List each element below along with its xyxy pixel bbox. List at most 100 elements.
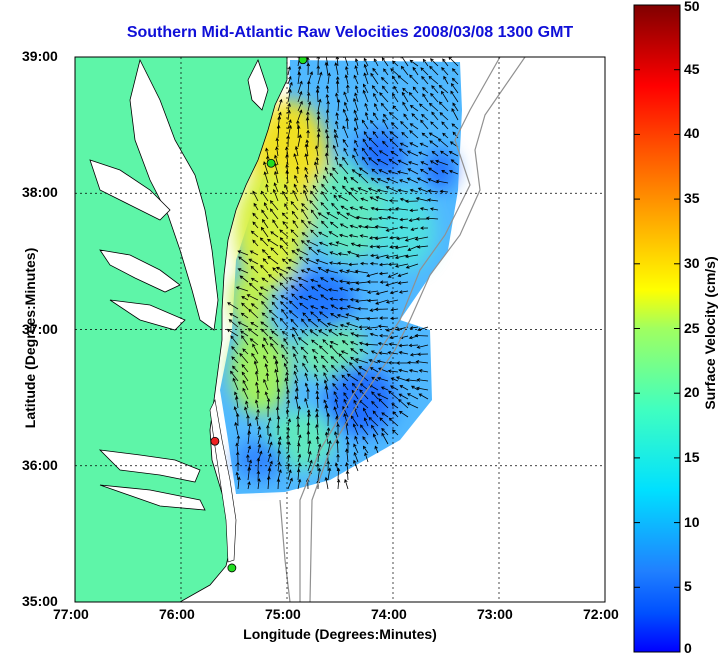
velocity-arrow <box>435 179 449 184</box>
velocity-arrow <box>419 168 429 175</box>
velocity-arrow <box>229 370 239 382</box>
velocity-arrow <box>246 414 250 426</box>
velocity-arrow <box>229 313 239 319</box>
velocity-arrow <box>249 338 259 346</box>
velocity-arrow <box>346 212 359 220</box>
velocity-arrow <box>343 101 349 112</box>
velocity-arrow <box>334 62 339 76</box>
velocity-arrow <box>343 147 349 157</box>
velocity-arrow <box>421 113 429 121</box>
velocity-arrow <box>318 329 329 337</box>
velocity-arrow <box>264 391 269 400</box>
station-3-marker <box>210 436 220 446</box>
velocity-arrow <box>324 476 329 490</box>
velocity-arrow <box>275 137 280 148</box>
velocity-arrow <box>438 84 449 94</box>
velocity-arrow <box>353 126 359 139</box>
velocity-arrow <box>338 233 349 238</box>
velocity-arrow <box>306 430 311 445</box>
velocity-arrow <box>345 462 349 472</box>
velocity-arrow <box>241 296 249 301</box>
velocity-arrow <box>303 189 309 202</box>
velocity-arrow <box>277 461 281 472</box>
velocity-arrow <box>246 454 250 463</box>
velocity-arrow <box>274 170 279 184</box>
velocity-arrow <box>252 212 259 220</box>
velocity-arrow <box>333 128 339 139</box>
velocity-arrow <box>364 102 369 112</box>
velocity-arrow <box>340 205 349 211</box>
velocity-arrow <box>349 361 359 373</box>
y-tick-label: 38:00 <box>22 184 58 201</box>
velocity-arrow <box>311 339 319 346</box>
velocity-arrow <box>389 138 399 148</box>
velocity-arrow <box>293 153 299 166</box>
velocity-arrow <box>350 347 359 355</box>
velocity-arrow <box>301 329 309 337</box>
velocity-arrow <box>315 424 319 436</box>
velocity-arrow <box>241 371 249 382</box>
velocity-arrow <box>418 103 429 112</box>
velocity-arrow <box>441 67 449 76</box>
velocity-arrow <box>329 344 339 355</box>
velocity-arrow <box>287 75 292 85</box>
velocity-arrow <box>376 245 389 249</box>
velocity-arrow <box>375 254 389 260</box>
velocity-arrow <box>257 434 262 445</box>
velocity-arrow <box>361 147 369 157</box>
velocity-arrow <box>346 84 350 94</box>
velocity-arrow <box>330 313 339 319</box>
velocity-arrow <box>297 405 301 418</box>
velocity-arrow <box>451 108 459 121</box>
velocity-arrow <box>332 144 339 157</box>
velocity-arrow <box>263 202 269 211</box>
velocity-arrow <box>374 225 389 229</box>
velocity-arrow <box>329 221 339 229</box>
velocity-arrow <box>420 226 429 230</box>
x-tick-label: 73:00 <box>477 606 513 622</box>
velocity-arrow <box>250 322 259 328</box>
velocity-arrow <box>302 362 309 373</box>
velocity-arrow <box>358 206 369 211</box>
velocity-arrow <box>279 237 289 247</box>
velocity-arrow <box>296 124 301 139</box>
velocity-arrow <box>385 326 399 332</box>
velocity-arrow <box>261 277 269 283</box>
velocity-arrow <box>317 98 322 112</box>
velocity-arrow <box>256 389 260 399</box>
velocity-arrow <box>290 201 299 211</box>
velocity-arrow <box>318 241 329 247</box>
velocity-arrow <box>356 243 369 248</box>
velocity-arrow <box>287 65 291 76</box>
velocity-arrow <box>286 399 291 409</box>
velocity-arrow <box>253 360 259 373</box>
velocity-arrow <box>242 348 249 355</box>
velocity-arrow <box>335 92 339 103</box>
velocity-arrow <box>275 266 289 274</box>
velocity-arrow <box>232 365 239 373</box>
velocity-arrow <box>320 294 329 301</box>
velocity-arrow <box>441 169 449 175</box>
velocity-arrow <box>255 381 259 391</box>
velocity-arrow <box>336 453 340 462</box>
velocity-arrow <box>343 392 349 400</box>
velocity-arrow <box>324 61 329 76</box>
velocity-arrow <box>248 258 259 265</box>
velocity-arrow <box>353 443 359 454</box>
velocity-arrow <box>323 399 329 409</box>
velocity-arrow <box>338 287 349 292</box>
velocity-arrow <box>374 445 379 454</box>
velocity-arrow <box>315 413 319 427</box>
velocity-arrow <box>389 385 399 391</box>
velocity-arrow <box>381 412 389 418</box>
velocity-arrow <box>355 299 369 303</box>
velocity-arrow <box>325 119 329 130</box>
velocity-vectors <box>226 57 459 490</box>
velocity-arrow <box>385 186 399 193</box>
velocity-arrow <box>358 167 369 175</box>
bathymetry-contours <box>279 57 526 602</box>
velocity-arrow <box>375 290 389 296</box>
colorbar-ticks <box>634 4 680 653</box>
velocity-arrow <box>305 258 319 265</box>
velocity-arrow <box>354 57 359 67</box>
